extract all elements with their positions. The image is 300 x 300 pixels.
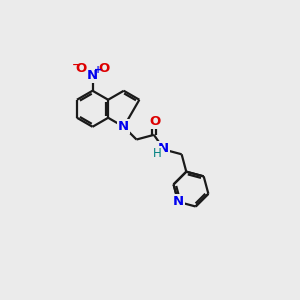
Text: H: H (152, 147, 161, 160)
Text: −: − (71, 60, 81, 70)
Text: O: O (150, 115, 161, 128)
Text: N: N (118, 120, 129, 133)
Text: +: + (94, 65, 102, 75)
Text: N: N (87, 69, 98, 82)
Text: O: O (98, 62, 110, 75)
Text: N: N (173, 195, 184, 208)
Text: N: N (158, 142, 169, 155)
Text: O: O (76, 62, 87, 75)
